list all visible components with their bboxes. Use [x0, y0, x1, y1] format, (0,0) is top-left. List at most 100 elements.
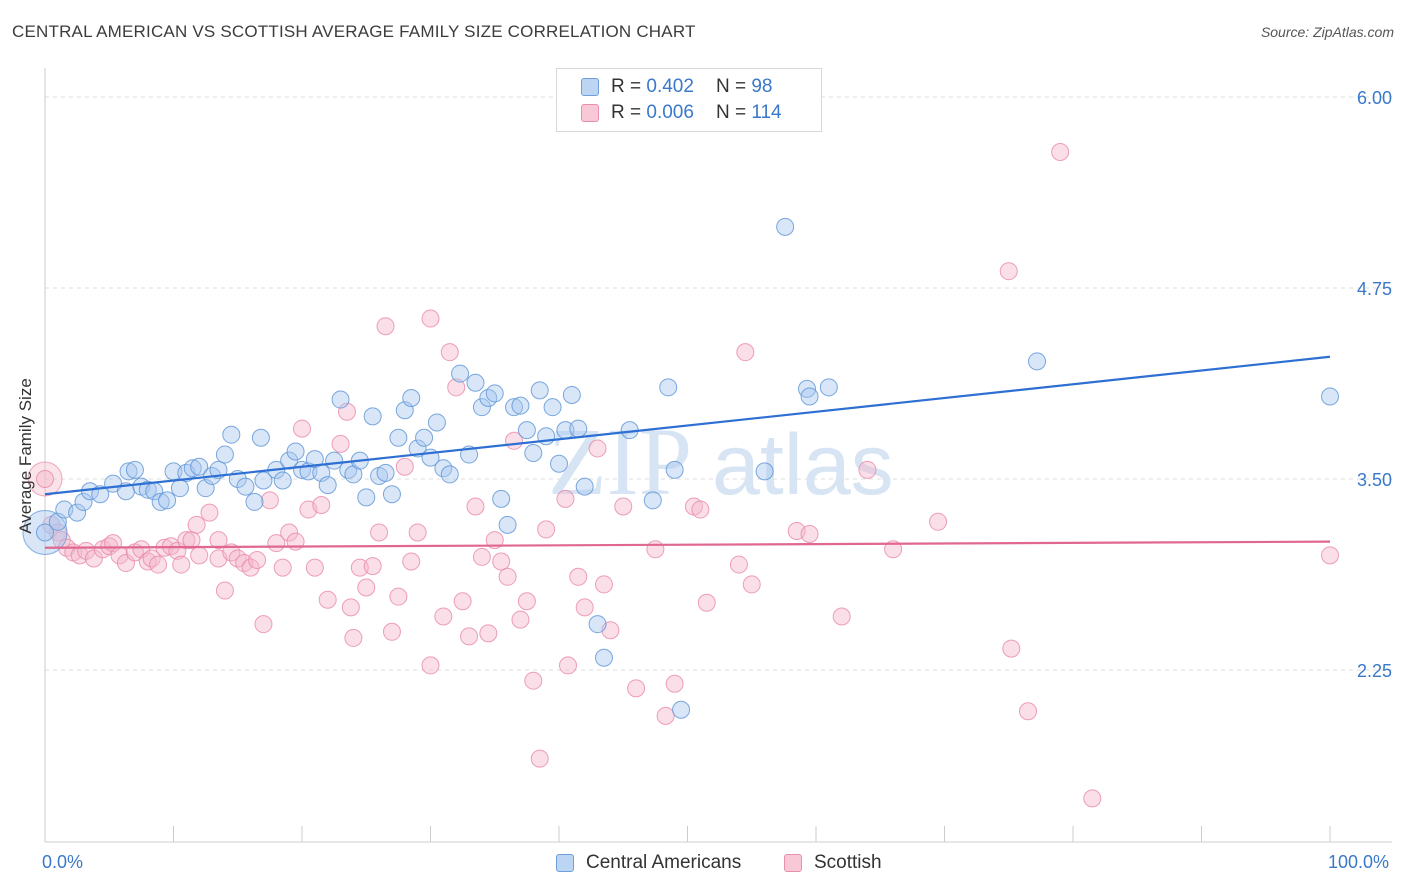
scottish-point	[248, 550, 267, 569]
central-americans-point	[91, 485, 110, 504]
central-americans-point	[755, 462, 774, 481]
central-americans-point	[1321, 387, 1339, 406]
central-americans-point	[408, 439, 427, 458]
scottish-point	[447, 378, 466, 397]
scottish-point	[742, 575, 761, 594]
scottish-point	[421, 309, 440, 328]
central-americans-points	[22, 217, 1339, 719]
central-americans-point	[158, 491, 177, 510]
scottish-point	[627, 679, 646, 698]
scottish-point	[350, 558, 369, 577]
central-americans-point	[286, 442, 305, 461]
scottish-point	[999, 262, 1018, 281]
central-americans-point	[524, 444, 543, 463]
scottish-point	[492, 552, 511, 571]
central-americans-point	[415, 428, 434, 447]
central-americans-point	[402, 389, 421, 408]
scottish-point	[215, 581, 234, 600]
scottish-point	[149, 555, 168, 574]
x-tick-label-min: 0.0%	[42, 852, 84, 872]
central-americans-point	[236, 477, 255, 496]
y-tick-label: 2.25	[1357, 661, 1392, 681]
scottish-point	[341, 598, 360, 617]
central-americans-point	[36, 523, 54, 542]
central-americans-point	[594, 648, 613, 667]
y-tick-label: 6.00	[1357, 88, 1392, 108]
scottish-point	[312, 495, 331, 514]
watermark-zip: ZIP	[548, 408, 692, 515]
central-americans-point	[254, 471, 273, 490]
central-americans-point	[466, 373, 485, 392]
scottish-point	[460, 627, 479, 646]
central-americans-point	[382, 485, 401, 504]
scottish-point	[691, 500, 710, 519]
central-americans-point	[183, 459, 202, 478]
scottish-point	[1321, 546, 1339, 565]
scottish-point	[280, 523, 299, 542]
scottish-point	[511, 610, 530, 629]
scottish-cluster-point	[27, 461, 63, 497]
scottish-point	[228, 549, 247, 568]
central-americans-cluster-point	[22, 509, 68, 555]
scottish-point	[729, 555, 748, 574]
chart-title: CENTRAL AMERICAN VS SCOTTISH AVERAGE FAM…	[12, 22, 696, 41]
scottish-point	[209, 531, 228, 550]
watermark-atlas: atlas	[712, 417, 894, 513]
scottish-point	[1019, 702, 1038, 721]
central-americans-point	[543, 398, 562, 417]
central-americans-point	[222, 425, 241, 444]
scottish-point	[485, 531, 504, 550]
scottish-point	[1002, 639, 1021, 658]
pink-swatch	[581, 104, 599, 122]
scottish-point	[36, 470, 54, 488]
scottish-point	[800, 525, 819, 544]
central-americans-point	[376, 463, 395, 482]
scottish-point	[190, 546, 209, 565]
central-americans-point	[511, 396, 530, 415]
central-americans-point	[68, 503, 87, 522]
y-tick-labels: 2.25 3.50 4.75 6.00	[1357, 88, 1392, 681]
central-americans-point	[138, 480, 157, 499]
central-americans-point	[74, 492, 93, 511]
series-name: Central Americans	[586, 852, 742, 873]
scottish-point	[524, 671, 543, 690]
central-americans-point	[325, 451, 344, 470]
scottish-point	[569, 567, 588, 586]
central-americans-point	[119, 462, 138, 481]
legend-r-label: R =	[611, 102, 642, 123]
grid-lines	[45, 96, 1392, 671]
scottish-point	[832, 607, 851, 626]
scottish-point	[665, 674, 684, 693]
scottish-point	[440, 343, 459, 362]
central-americans-point	[479, 389, 498, 408]
central-americans-point	[485, 384, 504, 403]
scottish-point	[884, 540, 903, 559]
central-americans-point	[125, 460, 144, 479]
y-tick-label: 4.75	[1357, 279, 1392, 299]
central-americans-point	[498, 515, 517, 534]
scottish-point	[370, 523, 389, 542]
scottish-point	[344, 628, 363, 647]
scottish-point	[187, 515, 206, 534]
scottish-point	[588, 439, 607, 458]
scottish-point	[254, 615, 273, 634]
source-label: Source: ZipAtlas.com	[1260, 24, 1394, 40]
central-americans-trend-line	[44, 355, 1331, 496]
scottish-point	[614, 497, 633, 516]
central-americans-point	[363, 407, 382, 426]
legend-row-scottish: R = 0.006 N = 114	[581, 101, 782, 125]
central-americans-point	[318, 476, 337, 495]
trend-lines	[44, 355, 1331, 549]
scottish-point	[116, 554, 135, 573]
watermark: ZIP atlas	[548, 408, 894, 515]
scottish-point	[646, 540, 665, 559]
scottish-trend-line	[44, 540, 1331, 549]
central-americans-point	[776, 217, 795, 236]
central-americans-point	[357, 488, 376, 507]
central-americans-point	[659, 378, 678, 397]
scottish-point	[408, 523, 427, 542]
scottish-point	[402, 552, 421, 571]
scottish-point	[594, 575, 613, 594]
central-americans-point	[492, 489, 511, 508]
